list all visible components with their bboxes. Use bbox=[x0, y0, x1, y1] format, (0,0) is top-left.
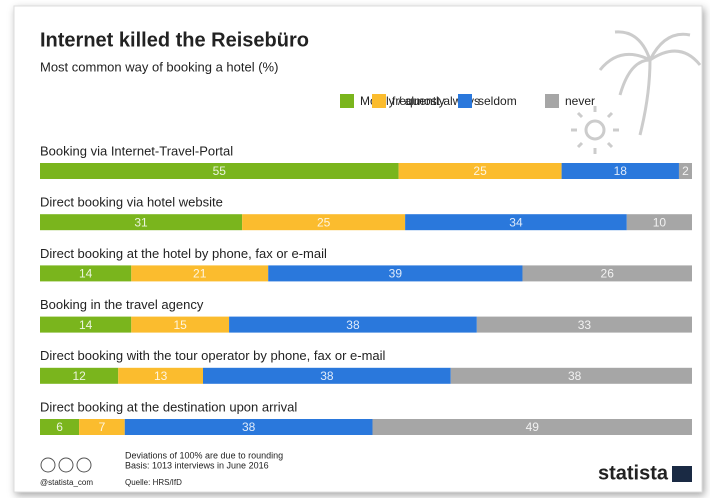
footer: @statista_com Deviations of 100% are due… bbox=[40, 450, 692, 487]
legend-label: seldom bbox=[478, 94, 517, 108]
value-label: 21 bbox=[193, 267, 207, 281]
legend-swatch bbox=[340, 94, 354, 108]
legend-swatch bbox=[458, 94, 472, 108]
bar-segment bbox=[203, 367, 451, 384]
value-label: 55 bbox=[213, 164, 227, 178]
bar-segment bbox=[40, 163, 399, 179]
legend-label: never bbox=[565, 94, 595, 108]
value-label: 6 bbox=[56, 420, 63, 434]
note: Basis: 1013 interviews in June 2016 bbox=[125, 460, 269, 470]
value-label: 33 bbox=[578, 318, 592, 332]
bar-segment bbox=[268, 265, 523, 282]
value-label: 18 bbox=[614, 164, 628, 178]
value-label: 25 bbox=[317, 215, 331, 229]
bar-segment bbox=[131, 316, 230, 333]
bar-segment bbox=[229, 316, 477, 333]
bar-segment bbox=[40, 316, 132, 333]
bar-segment bbox=[124, 419, 373, 435]
value-label: 26 bbox=[601, 267, 615, 281]
bar-segment bbox=[561, 163, 679, 179]
legend-label: Mostly / almost always bbox=[360, 94, 480, 108]
bar-segment bbox=[79, 419, 125, 435]
note: Deviations of 100% are due to rounding bbox=[125, 450, 283, 460]
value-label: 12 bbox=[72, 369, 86, 383]
value-label: 38 bbox=[320, 369, 334, 383]
category-label: Direct booking at the hotel by phone, fa… bbox=[40, 246, 327, 261]
bar-segment bbox=[40, 419, 80, 435]
bar-segment bbox=[118, 367, 203, 384]
category-label: Booking via Internet-Travel-Portal bbox=[40, 143, 233, 158]
value-label: 14 bbox=[79, 318, 93, 332]
by-icon bbox=[58, 457, 74, 473]
bar-segment bbox=[626, 214, 692, 231]
chart-subtitle: Most common way of booking a hotel (%) bbox=[40, 59, 278, 74]
legend-label: frequently bbox=[392, 94, 445, 108]
value-label: 38 bbox=[346, 318, 360, 332]
card bbox=[13, 5, 703, 493]
bar-segment bbox=[40, 367, 119, 384]
value-label: 49 bbox=[526, 420, 540, 434]
bar-segment bbox=[678, 163, 692, 179]
category-label: Direct booking with the tour operator by… bbox=[40, 348, 386, 363]
brand: statista bbox=[598, 462, 669, 484]
bar-segment bbox=[476, 316, 692, 333]
value-label: 34 bbox=[509, 215, 523, 229]
category-label: Direct booking via hotel website bbox=[40, 195, 223, 210]
legend-swatch bbox=[545, 94, 559, 108]
bar-segment bbox=[398, 163, 562, 179]
bar-segment bbox=[405, 214, 627, 231]
handle: @statista_com bbox=[40, 478, 93, 487]
value-label: 2 bbox=[682, 164, 689, 178]
nd-icon bbox=[76, 457, 92, 473]
bar-segment bbox=[40, 214, 243, 231]
value-label: 25 bbox=[473, 164, 487, 178]
category-label: Direct booking at the destination upon a… bbox=[40, 399, 297, 414]
palm-decoration bbox=[571, 30, 702, 154]
category-label: Booking in the travel agency bbox=[40, 297, 204, 312]
source: Quelle: HRS/IfD bbox=[125, 478, 182, 487]
bar-segment bbox=[450, 367, 692, 384]
bar-segment bbox=[131, 265, 269, 282]
value-label: 14 bbox=[79, 267, 93, 281]
legend-swatch bbox=[372, 94, 386, 108]
cc-icon bbox=[40, 457, 56, 473]
bar-segment bbox=[522, 265, 692, 282]
brand-logo bbox=[672, 466, 692, 482]
value-label: 39 bbox=[389, 267, 403, 281]
bar-segment bbox=[372, 419, 692, 435]
value-label: 38 bbox=[242, 420, 256, 434]
value-label: 7 bbox=[99, 420, 106, 434]
value-label: 10 bbox=[653, 215, 667, 229]
bar-segment bbox=[242, 214, 406, 231]
value-label: 15 bbox=[174, 318, 188, 332]
chart-title: Internet killed the Reisebüro bbox=[40, 29, 309, 51]
value-label: 13 bbox=[154, 369, 168, 383]
value-label: 38 bbox=[568, 369, 582, 383]
bar-segment bbox=[40, 265, 132, 282]
value-label: 31 bbox=[134, 215, 148, 229]
